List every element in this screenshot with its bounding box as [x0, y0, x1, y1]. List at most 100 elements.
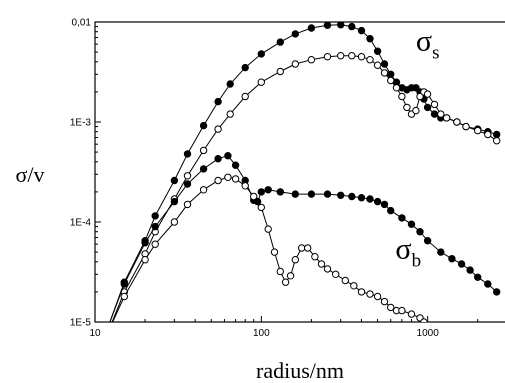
series-2-point [423, 237, 432, 245]
series-1-point [291, 60, 299, 68]
series-1-point [105, 329, 111, 335]
series-0-point [151, 212, 159, 220]
series-3-point [407, 310, 416, 318]
series-3-point [241, 182, 249, 190]
series-0-point [170, 176, 179, 185]
series-2-point [484, 280, 492, 288]
x-axis-title: radius/nm [256, 358, 344, 383]
series-0-point [226, 80, 234, 88]
series-1-point [337, 52, 345, 60]
series-1-point [392, 84, 401, 92]
series-0-point [199, 121, 208, 130]
x-tick-label: 1000 [417, 328, 440, 339]
series-1-point [493, 137, 501, 145]
series-0-point [337, 22, 345, 29]
series-3-point [323, 265, 332, 273]
series-2-point [493, 288, 501, 296]
series-0-point [183, 150, 192, 158]
series-1-point [226, 110, 234, 118]
series-3-point [231, 175, 240, 183]
plot-frame [94, 21, 505, 323]
series-2-point [257, 188, 265, 196]
series-2-point [151, 222, 159, 231]
series-1-point [373, 61, 382, 69]
series-2-point [120, 280, 129, 288]
series-3-point [420, 318, 428, 322]
series-2-point [183, 180, 192, 188]
series-3-point [366, 290, 374, 298]
annotation-0: σs [416, 24, 440, 63]
y-tick-label: 1E-4 [70, 218, 92, 229]
series-3-point [224, 173, 232, 182]
series-3-point [332, 270, 340, 278]
series-3-point [387, 303, 395, 312]
series-2-point [398, 214, 406, 222]
series-3-point [257, 203, 265, 212]
series-2-point [323, 190, 332, 198]
series-1-point [398, 92, 406, 101]
series-2-point [448, 255, 456, 263]
series-3-point [276, 267, 284, 276]
series-1-point [183, 172, 192, 180]
series-1-point [430, 100, 439, 109]
series-1-point [416, 92, 424, 101]
series-2-point [416, 228, 424, 236]
series-0-point [348, 22, 356, 31]
series-0-point [366, 35, 374, 43]
series-2-point [474, 273, 482, 281]
series-1-point [357, 53, 366, 61]
series-2-point [380, 200, 389, 209]
series-1-point [307, 56, 316, 64]
series-2-point [224, 152, 232, 160]
series-2-point [348, 192, 356, 201]
series-3-point [120, 292, 129, 301]
series-0-point [423, 103, 432, 112]
series-2-point [105, 323, 111, 329]
series-1-point [437, 110, 445, 118]
series-3-point [170, 218, 179, 226]
series-3-point [281, 278, 290, 286]
series-0-point [257, 50, 265, 58]
y-tick-label: 1E-5 [70, 318, 92, 329]
series-3-point [317, 260, 326, 268]
series-0-point [276, 38, 284, 46]
series-2-point [373, 197, 382, 206]
series-2-point [170, 197, 179, 206]
series-2-point [387, 206, 395, 215]
series-0-point [430, 110, 439, 118]
series-2-point [276, 188, 284, 196]
series-3-point [214, 176, 222, 185]
series-1-point [276, 67, 284, 76]
series-3-point [357, 288, 366, 296]
series-1-point [442, 114, 451, 122]
series-3-point [304, 244, 312, 252]
series-1-point [453, 118, 461, 126]
series-2-point [366, 195, 374, 203]
series-3-point [199, 186, 208, 194]
y-tick-label: 1E-3 [70, 118, 92, 129]
series-2-point [141, 239, 149, 247]
series-1-point [323, 53, 332, 61]
series-2-point [437, 248, 445, 256]
series-1-point [380, 69, 389, 77]
series-3-point [264, 225, 272, 233]
series-2-point [466, 266, 474, 274]
series-1-point [366, 56, 374, 64]
series-2-point [357, 194, 366, 202]
series-3-point [350, 282, 358, 290]
series-3-point [298, 244, 306, 252]
series-0-point [387, 70, 395, 79]
series-line-0 [109, 24, 497, 322]
series-0-point [380, 60, 389, 68]
series-2-point [199, 165, 208, 173]
series-2-point [214, 155, 222, 163]
series-1-point [387, 76, 395, 85]
series-1-point [257, 78, 265, 86]
x-tick-label: 100 [253, 328, 270, 339]
series-0-point [357, 26, 366, 35]
axis-ticks: 10 100 1000 1E-5 1E-4 1E-3 0,01 [70, 18, 479, 339]
series-3-point [141, 256, 149, 264]
series-1-point [214, 125, 222, 133]
series-0-point [241, 63, 249, 72]
